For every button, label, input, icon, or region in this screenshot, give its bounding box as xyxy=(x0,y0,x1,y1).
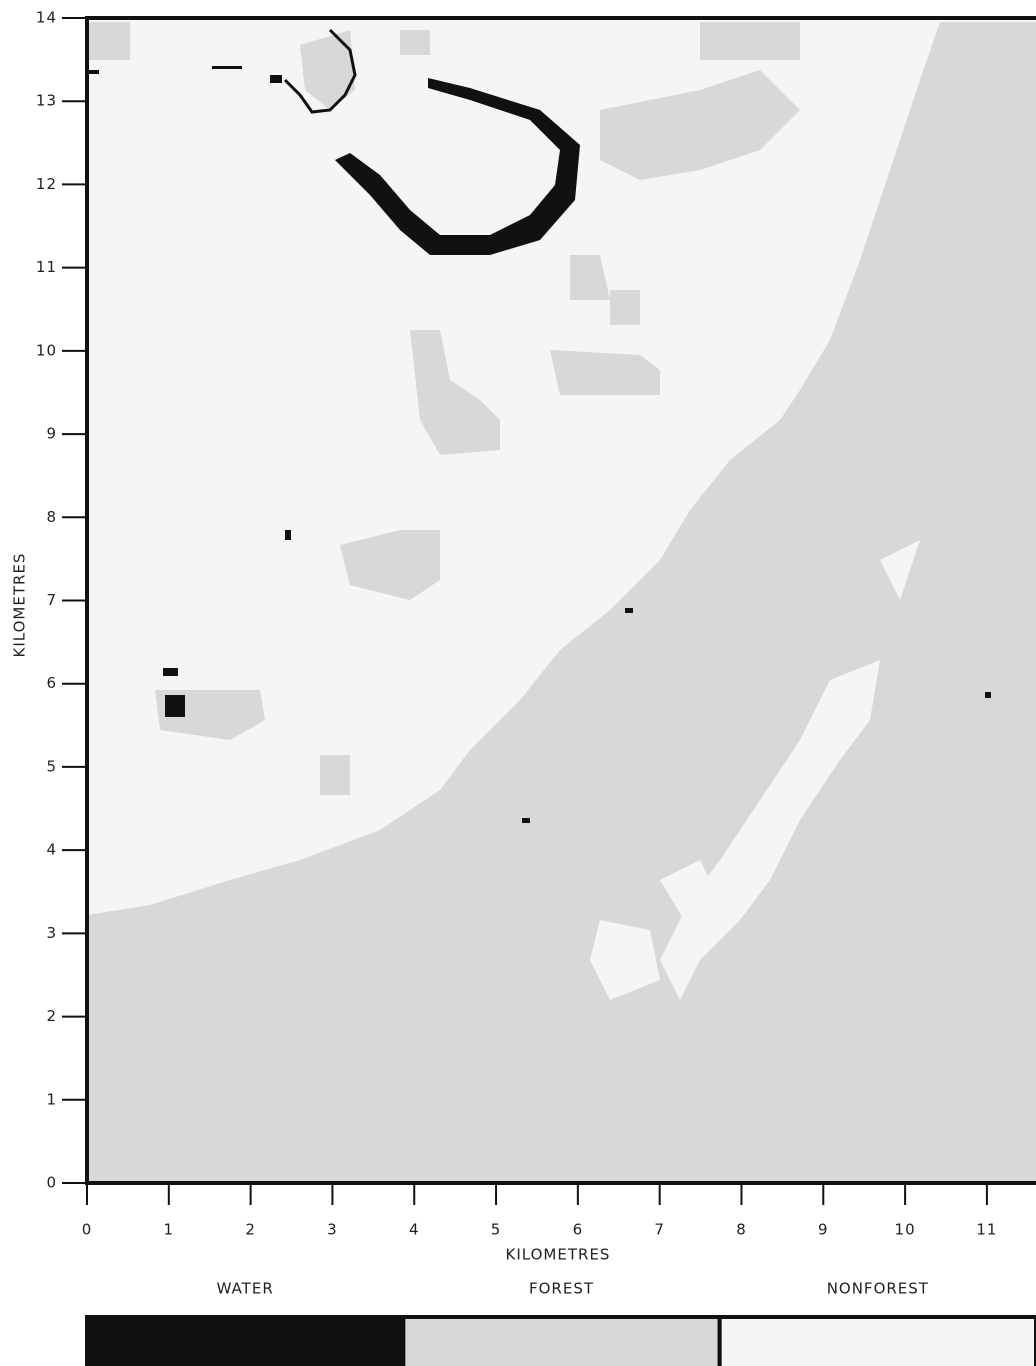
y-tick-label: 0 xyxy=(46,1174,57,1192)
y-tick-label: 11 xyxy=(36,258,57,276)
y-axis-label: KILOMETRES xyxy=(11,553,29,658)
y-tick-label: 9 xyxy=(46,425,57,443)
water-spot xyxy=(212,66,242,69)
x-tick-label: 9 xyxy=(818,1221,829,1239)
legend-swatch xyxy=(87,1317,403,1366)
x-tick-label: 11 xyxy=(976,1221,997,1239)
legend-label: WATER xyxy=(217,1280,274,1298)
x-tick-label: 8 xyxy=(736,1221,747,1239)
y-tick-label: 1 xyxy=(46,1090,57,1108)
water-spot xyxy=(625,608,633,613)
water-spot xyxy=(985,692,991,698)
x-tick-label: 3 xyxy=(327,1221,338,1239)
x-tick-label: 0 xyxy=(82,1221,93,1239)
forest-patch xyxy=(400,30,430,55)
x-tick-label: 5 xyxy=(491,1221,502,1239)
y-tick-label: 10 xyxy=(36,341,57,359)
forest-patch xyxy=(87,22,130,60)
y-tick-label: 7 xyxy=(46,591,57,609)
y-tick-label: 6 xyxy=(46,674,57,692)
y-tick-label: 14 xyxy=(36,9,57,27)
x-tick-label: 6 xyxy=(573,1221,584,1239)
map-figure: KILOMETRES KILOMETRES 012345678910110123… xyxy=(0,0,1036,1366)
y-tick-label: 3 xyxy=(46,924,57,942)
legend-label: FOREST xyxy=(529,1280,594,1298)
y-tick-label: 13 xyxy=(36,92,57,110)
forest-patch xyxy=(610,290,640,325)
y-tick-label: 4 xyxy=(46,841,57,859)
water-spot xyxy=(522,818,530,823)
water-spot xyxy=(163,668,178,676)
x-tick-label: 10 xyxy=(895,1221,916,1239)
x-tick-label: 2 xyxy=(245,1221,256,1239)
forest-patch xyxy=(320,755,350,795)
legend-swatch xyxy=(720,1317,1036,1366)
legend-label: NONFOREST xyxy=(827,1280,929,1298)
y-tick-label: 8 xyxy=(46,508,57,526)
x-tick-label: 7 xyxy=(654,1221,665,1239)
x-tick-label: 1 xyxy=(164,1221,175,1239)
water-spot xyxy=(270,75,282,83)
x-tick-label: 4 xyxy=(409,1221,420,1239)
x-axis-label: KILOMETRES xyxy=(506,1246,611,1264)
map-area xyxy=(87,18,1036,1183)
legend-swatch xyxy=(403,1317,719,1366)
water-spot xyxy=(165,695,185,717)
forest-patch xyxy=(700,22,800,60)
y-tick-label: 2 xyxy=(46,1007,57,1025)
y-tick-label: 5 xyxy=(46,757,57,775)
y-tick-label: 12 xyxy=(36,175,57,193)
water-spot xyxy=(285,530,291,540)
